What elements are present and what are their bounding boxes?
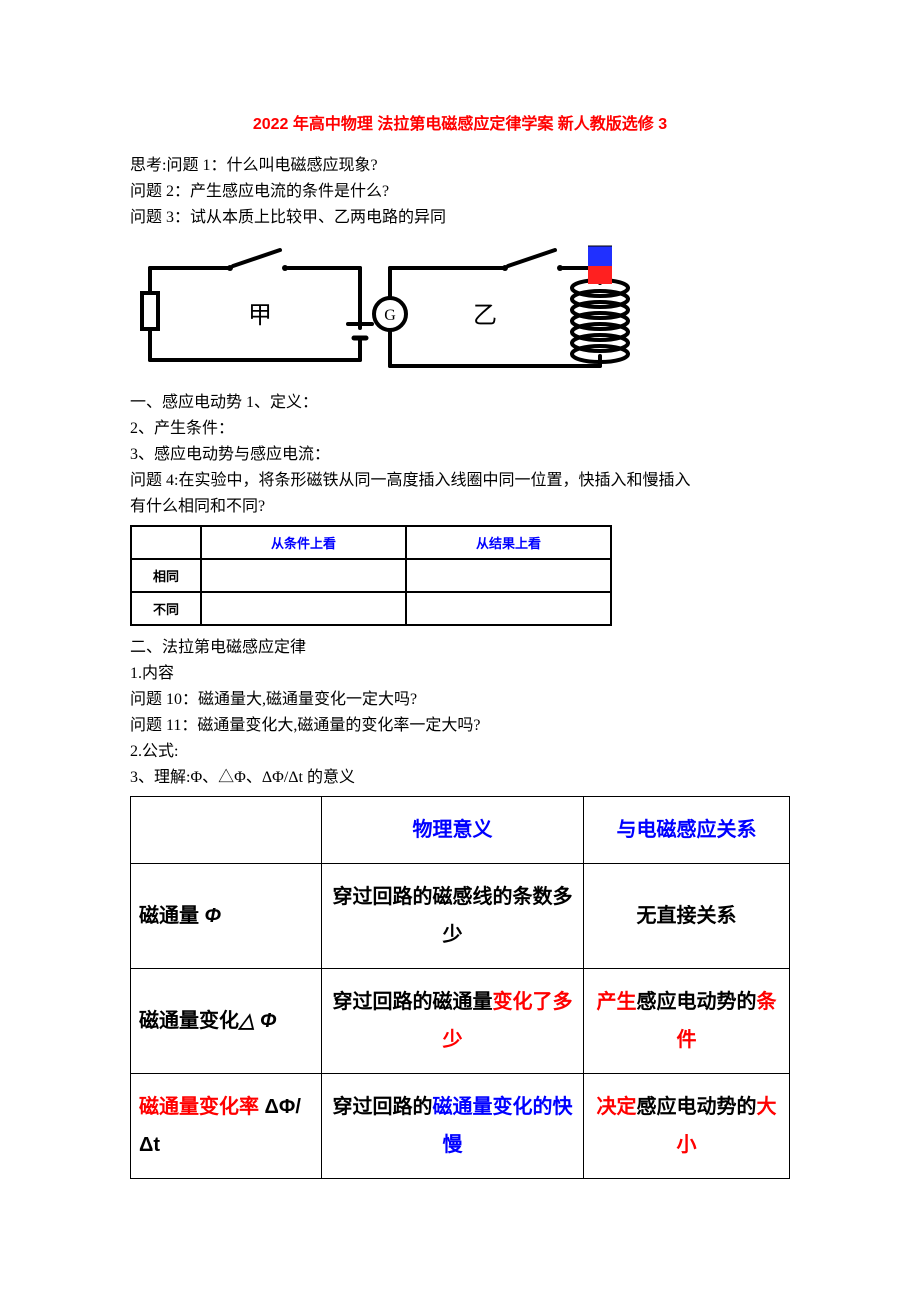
meaning-r1-c1: 穿过回路的磁通量变化了多少 <box>321 969 583 1074</box>
page: 2022 年高中物理 法拉第电磁感应定律学案 新人教版选修 3 思考:问题 1：… <box>0 0 920 1219</box>
meaning-r0-c1: 穿过回路的磁感线的条数多少 <box>321 864 583 969</box>
meaning-table: 物理意义与电磁感应关系磁通量 Φ穿过回路的磁感线的条数多少无直接关系磁通量变化△… <box>130 796 790 1179</box>
table-row-same: 相同 <box>131 559 611 592</box>
compare-table: 从条件上看 从结果上看 相同 不同 <box>130 525 612 626</box>
q10: 问题 10：磁通量大,磁通量变化一定大吗? <box>130 688 790 712</box>
row-same-c2 <box>406 559 611 592</box>
think-q1: 思考:问题 1：什么叫电磁感应现象? <box>130 154 790 178</box>
row-same-c1 <box>201 559 406 592</box>
document-title: 2022 年高中物理 法拉第电磁感应定律学案 新人教版选修 3 <box>130 110 790 134</box>
meaning-r1-c0: 磁通量变化△ Φ <box>131 969 322 1074</box>
q4-line1: 问题 4:在实验中，将条形磁铁从同一高度插入线圈中同一位置，快插入和慢插入 <box>130 469 790 493</box>
section1-heading: 一、感应电动势 1、定义： <box>130 391 790 415</box>
think-label: 思考: <box>130 157 166 174</box>
section1-p3: 3、感应电动势与感应电流： <box>130 443 790 467</box>
section2-heading: 二、法拉第电磁感应定律 <box>130 636 790 660</box>
section2-p3: 3、理解:Φ、△Φ、ΔΦ/Δt 的意义 <box>130 766 790 790</box>
meaning-r0-c0: 磁通量 Φ <box>131 864 322 969</box>
circuit-diagram: 甲G乙 <box>130 238 790 383</box>
table-row-diff: 不同 <box>131 592 611 625</box>
svg-text:乙: 乙 <box>473 303 497 329</box>
hdr-result: 从结果上看 <box>406 526 611 559</box>
table-header-row: 从条件上看 从结果上看 <box>131 526 611 559</box>
row-diff-c1 <box>201 592 406 625</box>
q11: 问题 11：磁通量变化大,磁通量的变化率一定大吗? <box>130 714 790 738</box>
section2-p1: 1.内容 <box>130 662 790 686</box>
section2-p2: 2.公式: <box>130 740 790 764</box>
meaning-r0-c2: 无直接关系 <box>584 864 790 969</box>
meaning-r1-c2: 产生感应电动势的条件 <box>584 969 790 1074</box>
hdr-blank <box>131 526 201 559</box>
q3: 问题 3：试从本质上比较甲、乙两电路的异同 <box>130 206 790 230</box>
q1-text: 问题 1：什么叫电磁感应现象? <box>166 157 377 174</box>
row-diff-label: 不同 <box>131 592 201 625</box>
meaning-r2-c2: 决定感应电动势的大小 <box>584 1074 790 1179</box>
svg-text:G: G <box>384 307 396 324</box>
meaning-r2-c1: 穿过回路的磁通量变化的快慢 <box>321 1074 583 1179</box>
q4-line2: 有什么相同和不同? <box>130 495 790 519</box>
meaning-header-c2: 与电磁感应关系 <box>584 797 790 864</box>
section1-p2: 2、产生条件： <box>130 417 790 441</box>
meaning-header-c1: 物理意义 <box>321 797 583 864</box>
hdr-cond: 从条件上看 <box>201 526 406 559</box>
svg-text:甲: 甲 <box>248 303 272 329</box>
row-same-label: 相同 <box>131 559 201 592</box>
meaning-r2-c0: 磁通量变化率 ΔΦ/Δt <box>131 1074 322 1179</box>
meaning-header-c0 <box>131 797 322 864</box>
q2: 问题 2：产生感应电流的条件是什么? <box>130 180 790 204</box>
row-diff-c2 <box>406 592 611 625</box>
